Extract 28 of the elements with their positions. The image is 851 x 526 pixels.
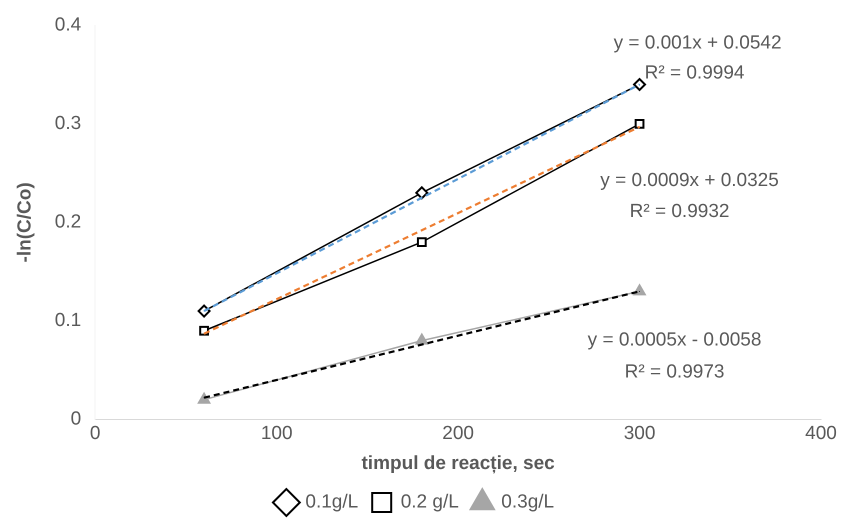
annotation: y = 0.0005x - 0.0058: [588, 330, 762, 351]
y-axis-title: -ln(C/Co): [14, 182, 36, 262]
point: [198, 392, 210, 404]
point: [415, 186, 428, 200]
legend-label: 0.1g/L: [305, 492, 358, 513]
y-tick-label: 0.2: [54, 212, 82, 233]
annotation: y = 0.0009x + 0.0325: [600, 170, 779, 192]
x-tick-label: 0: [90, 423, 100, 444]
y-tick-label: 0.1: [54, 310, 82, 332]
point: [633, 284, 646, 296]
x-tick-label: 400: [805, 423, 837, 444]
legend-label: 0.3g/L: [501, 492, 554, 513]
x-tick-label: 200: [442, 423, 474, 444]
annotation: R² = 0.9932: [630, 201, 730, 222]
y-tick-label: 0.3: [54, 113, 82, 134]
y-tick-label: 0: [70, 408, 82, 430]
point: [416, 334, 428, 345]
annotation: R² = 0.9973: [624, 362, 724, 383]
point: [634, 119, 644, 129]
annotation: R² = 0.9994: [644, 62, 745, 84]
x-tick-label: 300: [624, 423, 656, 444]
x-tick-label: 100: [260, 423, 293, 444]
annotation: y = 0.001x + 0.0542: [614, 32, 782, 54]
legend-label: 0.2 g/L: [400, 492, 459, 513]
point: [633, 78, 646, 91]
point: [416, 237, 427, 247]
x-axis-title: timpul de reacție, sec: [361, 452, 556, 474]
y-tick-label: 0.4: [54, 14, 82, 36]
